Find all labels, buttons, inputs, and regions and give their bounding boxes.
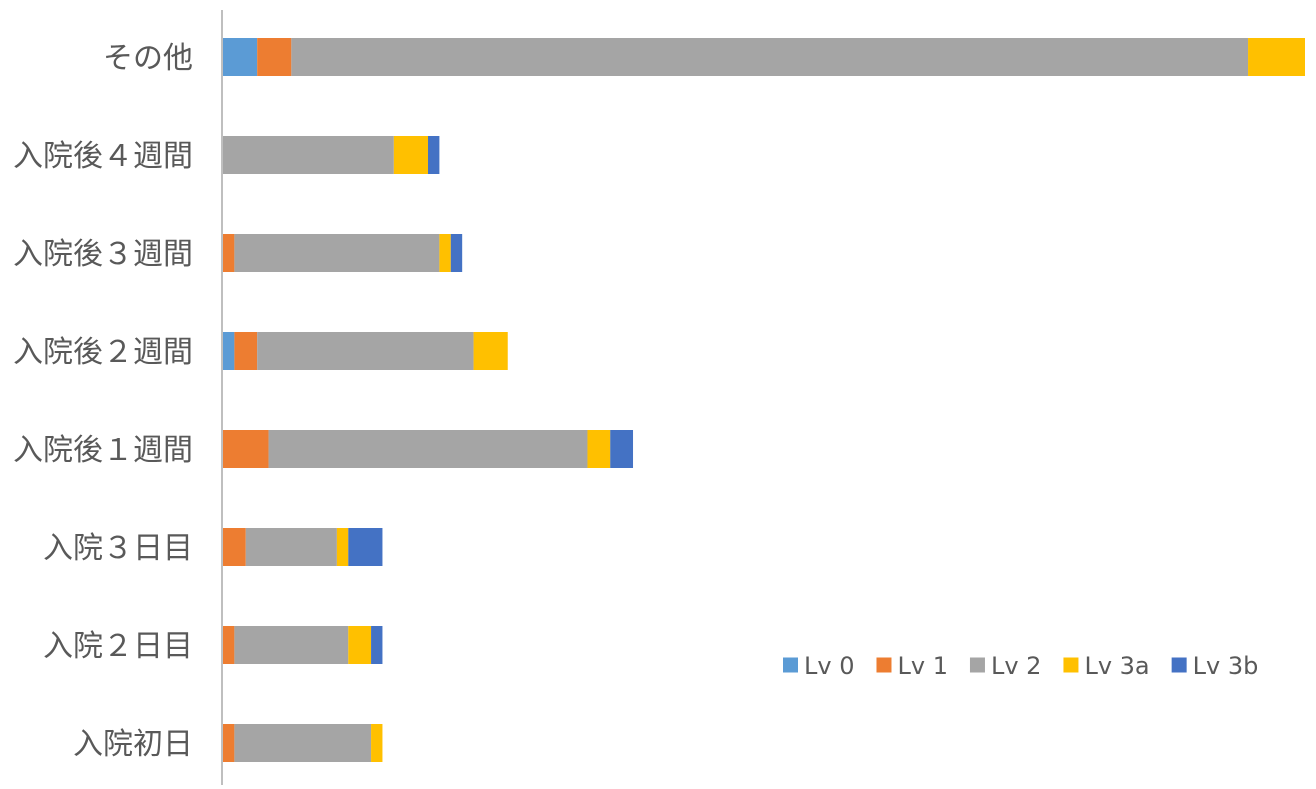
legend-item: Lv 2: [969, 652, 1041, 680]
bar-segment: [223, 332, 235, 370]
bar-segment: [348, 626, 372, 664]
bar-segment: [234, 626, 349, 664]
legend: Lv 0 Lv 1 Lv 2 Lv 3a Lv 3b: [783, 652, 1258, 680]
bar-segment: [348, 528, 383, 566]
legend-label: Lv 2: [991, 652, 1041, 680]
bar-segment: [223, 528, 246, 566]
bar-segment: [223, 724, 235, 762]
bar-segment: [234, 724, 372, 762]
legend-swatch: [1063, 657, 1079, 673]
category-label: 入院２日目: [43, 629, 193, 664]
bar-segment: [428, 136, 440, 174]
legend-item: Lv 3b: [1171, 652, 1259, 680]
bar-segment: [371, 724, 383, 762]
legend-label: Lv 0: [804, 652, 854, 680]
category-label: 入院後４週間: [13, 139, 193, 174]
legend-label: Lv 3a: [1084, 652, 1149, 680]
bar-segment: [223, 38, 258, 76]
bar-segment: [257, 38, 292, 76]
category-label: 入院後３週間: [13, 237, 193, 272]
legend-swatch: [783, 657, 798, 673]
legend-item: Lv 1: [876, 652, 948, 680]
bar-segment: [336, 528, 349, 566]
bar-segment: [234, 234, 440, 272]
category-labels: その他入院後４週間入院後３週間入院後２週間入院後１週間入院３日目入院２日目入院初…: [13, 41, 193, 762]
legend-swatch: [1171, 657, 1187, 673]
category-label: 入院後１週間: [13, 433, 193, 468]
bar-segment: [223, 626, 235, 664]
bars-layer: [223, 38, 1305, 762]
bar-segment: [245, 528, 337, 566]
bar-segment: [291, 38, 1249, 76]
bar-segment: [268, 430, 588, 468]
bar-segment: [450, 234, 463, 272]
bar-segment: [439, 234, 451, 272]
legend-item: Lv 3a: [1063, 652, 1150, 680]
bar-segment: [234, 332, 258, 370]
bar-segment: [587, 430, 611, 468]
legend-label: Lv 1: [897, 652, 947, 680]
bar-segment: [223, 234, 235, 272]
legend-label: Lv 3b: [1193, 652, 1259, 680]
category-label: 入院初日: [73, 727, 193, 762]
category-label: 入院３日目: [43, 531, 193, 566]
bar-segment: [393, 136, 429, 174]
category-label: 入院後２週間: [13, 335, 193, 370]
legend-swatch: [876, 657, 892, 673]
bar-segment: [371, 626, 383, 664]
bar-segment: [223, 136, 394, 174]
bar-segment: [223, 430, 269, 468]
bar-segment: [473, 332, 508, 370]
bar-segment: [257, 332, 474, 370]
bar-segment: [1248, 38, 1305, 76]
legend-swatch: [969, 657, 985, 673]
legend-item: Lv 0: [783, 652, 854, 680]
bar-segment: [610, 430, 634, 468]
category-label: その他: [103, 41, 193, 76]
